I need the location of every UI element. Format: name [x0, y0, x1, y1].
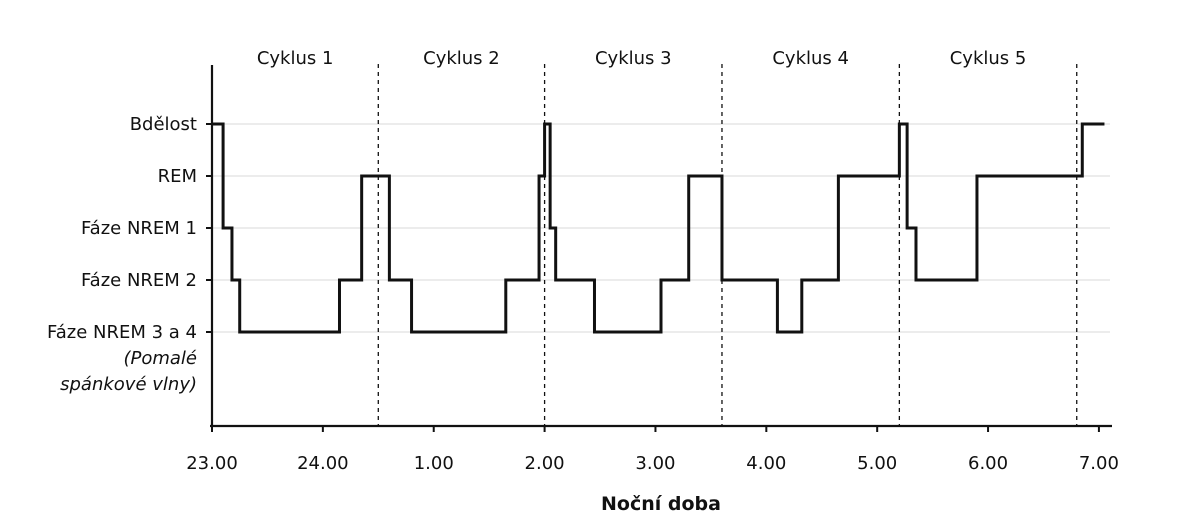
x-tick-label: 4.00: [746, 453, 786, 474]
y-tick-label: Bdělost: [130, 114, 197, 135]
y-tick-note: (Pomalé: [123, 348, 197, 369]
y-axis: Bdělost REM Fáze NREM 1 Fáze NREM 2 Fáze NRE…: [47, 65, 214, 426]
cycle-dividers: [377, 64, 1078, 426]
hypnogram-line: [212, 122, 1105, 334]
x-axis-title: Noční doba: [601, 493, 721, 515]
x-axis: 23.00 24.00 1.00 2.00 3.00 4.00 5.00 6.00 7.00: [186, 424, 1119, 474]
y-tick-note: spánkové vlny): [60, 374, 197, 395]
x-tick-label: 3.00: [635, 453, 675, 474]
x-tick-label: 2.00: [525, 453, 565, 474]
x-tick-label: 23.00: [186, 453, 238, 474]
cycle-label: Cyklus 3: [595, 48, 672, 69]
x-tick-label: 1.00: [414, 453, 454, 474]
cycle-labels: Cyklus 1 Cyklus 2 Cyklus 3 Cyklus 4 Cyklus 5: [257, 48, 1027, 69]
x-tick-label: 5.00: [857, 453, 897, 474]
cycle-label: Cyklus 2: [423, 48, 500, 69]
cycle-label: Cyklus 5: [950, 48, 1027, 69]
cycle-label: Cyklus 1: [257, 48, 334, 69]
y-tick-label: Fáze NREM 3 a 4: [47, 322, 197, 343]
hypnogram-series: [212, 122, 1105, 334]
x-tick-label: 7.00: [1079, 453, 1119, 474]
y-tick-label: REM: [158, 166, 197, 187]
x-tick-label: 24.00: [297, 453, 349, 474]
x-tick-label: 6.00: [968, 453, 1008, 474]
cycle-label: Cyklus 4: [772, 48, 849, 69]
y-tick-label: Fáze NREM 2: [81, 270, 197, 291]
y-tick-label: Fáze NREM 1: [81, 218, 197, 239]
